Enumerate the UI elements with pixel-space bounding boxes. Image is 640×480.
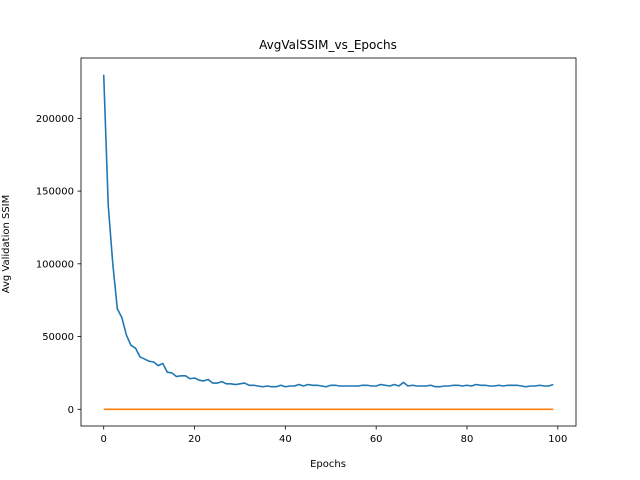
x-tick-label: 100 [548, 434, 567, 445]
y-axis-label: Avg Validation SSIM [1, 195, 12, 294]
x-tick-label: 60 [370, 434, 383, 445]
y-tick-label: 50000 [42, 332, 74, 343]
chart-title: AvgValSSIM_vs_Epochs [259, 38, 397, 52]
x-tick-label: 80 [461, 434, 474, 445]
y-tick-label: 0 [68, 405, 74, 416]
series-layer [102, 74, 554, 411]
x-tick-label: 20 [188, 434, 201, 445]
y-axis-ticks: 0 50000 100000 150000 200000 [36, 114, 81, 416]
x-axis-ticks: 0 20 40 60 80 100 [101, 426, 567, 445]
x-tick-label: 40 [279, 434, 292, 445]
y-tick-label: 200000 [36, 114, 74, 125]
x-tick-label: 0 [101, 434, 107, 445]
y-tick-label: 150000 [36, 187, 74, 198]
x-axis-label: Epochs [310, 459, 346, 470]
series-line-1 [102, 74, 554, 388]
plot-frame [80, 57, 577, 427]
y-tick-label: 100000 [36, 259, 74, 270]
